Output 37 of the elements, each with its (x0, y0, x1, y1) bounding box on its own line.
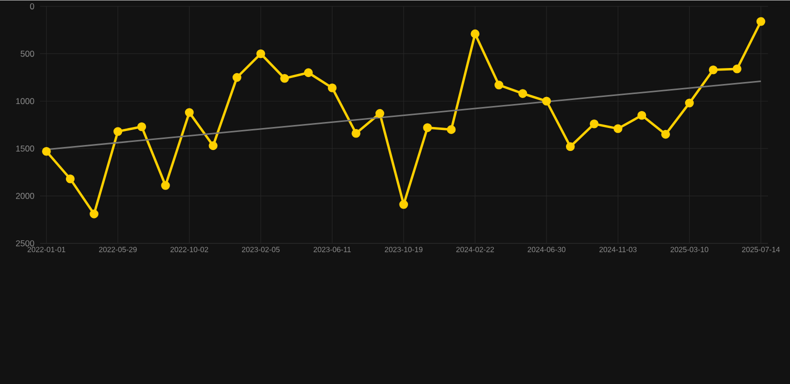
point (184, 108, 194, 117)
point (399, 200, 408, 209)
point (566, 142, 575, 151)
point (542, 96, 551, 106)
y-tick-label: 0 (30, 3, 34, 10)
point (304, 68, 313, 77)
point (661, 130, 670, 139)
point (328, 83, 337, 92)
y-tick-label: 2500 (16, 240, 34, 246)
point (137, 122, 146, 131)
point (494, 80, 504, 90)
y-tick-label: 500 (20, 50, 34, 57)
point (590, 119, 599, 128)
point (756, 16, 766, 26)
point (518, 88, 528, 98)
point (161, 180, 170, 190)
y-tick-label: 1500 (16, 145, 34, 152)
point (637, 110, 646, 120)
point (66, 174, 75, 184)
point (614, 124, 622, 133)
point (423, 123, 432, 132)
point (708, 65, 718, 74)
point (685, 98, 694, 108)
point (732, 64, 742, 74)
y-tick-label: 1000 (16, 98, 34, 104)
point (352, 128, 360, 138)
point (470, 29, 480, 38)
point (232, 72, 242, 82)
point (208, 141, 218, 150)
point (280, 74, 289, 83)
point (90, 209, 98, 218)
point (256, 49, 266, 58)
point (42, 146, 51, 156)
point (113, 126, 122, 136)
y-tick-label: 2000 (16, 192, 34, 199)
point (446, 125, 456, 134)
point (375, 108, 384, 118)
